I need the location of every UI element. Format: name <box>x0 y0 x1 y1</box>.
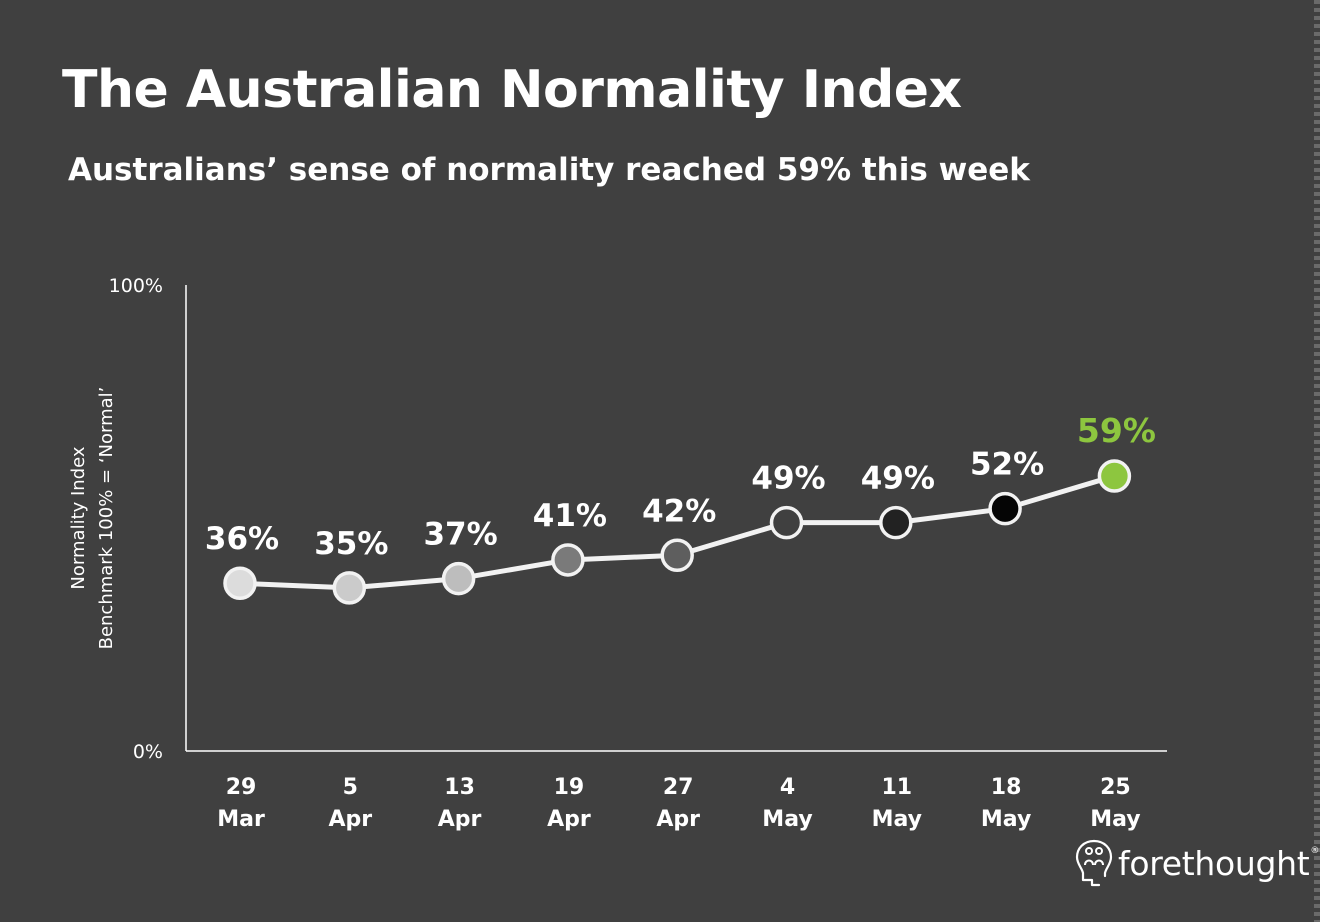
x-tick-label: 27 <box>663 775 694 800</box>
data-label: 41% <box>533 498 607 534</box>
y-tick-label-bottom: 0% <box>133 741 163 763</box>
x-tick-label: May <box>1090 807 1140 832</box>
x-axis-labels: 29 Mar 5 Apr 13 Apr 19 Apr 27 Apr 4 May 11 May 18 May 25… <box>217 775 1140 832</box>
brand-name: forethought <box>1118 843 1310 883</box>
series-markers <box>223 459 1132 605</box>
x-tick-label: 11 <box>881 775 912 800</box>
lightbulb-people-icon <box>1075 839 1113 887</box>
brand-logo: forethought ® <box>1074 838 1319 888</box>
page-edge-decoration <box>1314 0 1320 922</box>
data-point <box>441 561 476 596</box>
chart-subtitle: Australians’ sense of normality reached … <box>68 152 1030 188</box>
x-tick-label: May <box>762 807 812 832</box>
data-label: 52% <box>970 447 1044 483</box>
registered-mark: ® <box>1310 846 1320 856</box>
data-label: 59% <box>1077 411 1156 450</box>
x-tick-label: Apr <box>328 807 372 832</box>
chart-title: The Australian Normality Index <box>62 60 962 120</box>
data-label: 36% <box>205 521 279 557</box>
y-tick-label-top: 100% <box>109 275 163 297</box>
data-label: 35% <box>314 526 388 562</box>
x-tick-label: Apr <box>438 807 482 832</box>
data-label: 49% <box>751 461 825 497</box>
x-tick-label: 19 <box>554 775 585 800</box>
x-tick-label: 5 <box>343 775 358 800</box>
data-label: 42% <box>642 493 716 529</box>
data-point <box>551 543 585 577</box>
y-axis-title-line: Normality Index <box>68 446 89 589</box>
x-tick-label: Mar <box>217 807 265 832</box>
x-tick-label: Apr <box>656 807 700 832</box>
data-point <box>332 571 367 605</box>
data-point <box>879 505 913 540</box>
x-tick-label: 25 <box>1100 775 1131 800</box>
x-tick-label: Apr <box>547 807 591 832</box>
data-label: 49% <box>861 461 935 497</box>
x-tick-label: 4 <box>780 775 795 800</box>
x-tick-label: 18 <box>991 775 1022 800</box>
chart-axes: 100% 0% Normality Index Benchmark 100% = ‘N… <box>68 275 1167 763</box>
x-tick-label: May <box>981 807 1031 832</box>
data-point <box>769 505 804 540</box>
data-labels: 36% 35% 37% 41% 42% 49% 49% 52% 59% <box>205 411 1156 562</box>
data-point <box>660 538 694 573</box>
y-axis-title-line: Benchmark 100% = ‘Normal’ <box>96 387 117 650</box>
x-tick-label: 29 <box>226 775 257 800</box>
data-label: 37% <box>423 517 497 553</box>
data-point <box>1097 459 1132 493</box>
x-tick-label: 13 <box>444 775 475 800</box>
data-point <box>988 491 1022 526</box>
data-point <box>223 566 257 600</box>
x-tick-label: May <box>872 807 922 832</box>
